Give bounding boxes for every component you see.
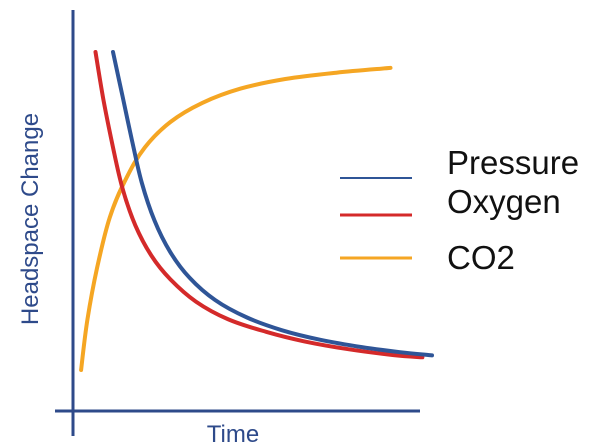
y-axis-label: Headspace Change xyxy=(17,113,44,325)
x-axis-label: Time xyxy=(207,421,259,447)
series-line-co2 xyxy=(79,65,393,372)
legend-label-co2: CO2 xyxy=(447,239,515,276)
legend-label-oxygen: Oxygen xyxy=(447,183,561,220)
series-layer xyxy=(79,50,434,372)
legend-label-pressure: Pressure xyxy=(447,144,579,181)
series-line-pressure xyxy=(111,50,434,358)
series-line-oxygen xyxy=(93,50,425,360)
